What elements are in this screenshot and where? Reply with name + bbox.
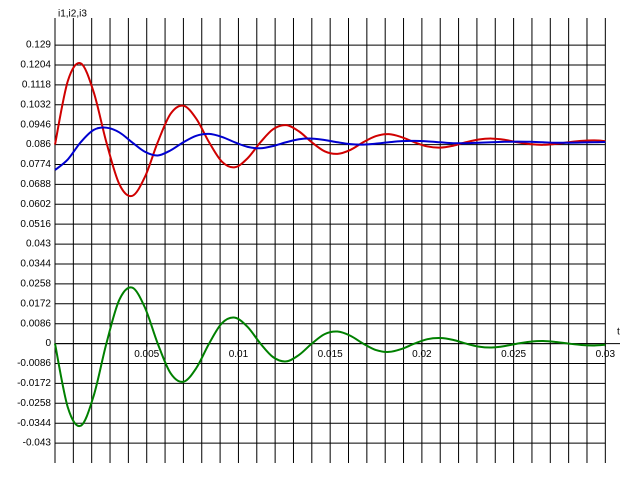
y-tick-label: 0.0172 (20, 298, 51, 309)
y-tick-label: 0.129 (26, 40, 51, 51)
x-tick-label: 0.01 (229, 349, 249, 360)
series-line (54, 126, 606, 171)
y-tick-label: 0.086 (26, 139, 51, 150)
y-tick-label: -0.0172 (17, 378, 51, 389)
y-tick-label: -0.0258 (17, 398, 51, 409)
y-tick-label: -0.043 (23, 438, 52, 449)
x-tick-label: 0.005 (134, 349, 159, 360)
y-tick-label: 0.0516 (20, 219, 51, 230)
y-tick-label: 0.0774 (20, 159, 51, 170)
x-tick-label: 0.025 (501, 349, 526, 360)
y-tick-label: 0.0946 (20, 119, 51, 130)
y-tick-label: 0.0344 (20, 259, 51, 270)
y-tick-label: 0.0602 (20, 199, 51, 210)
y-tick-label: 0.0258 (20, 279, 51, 290)
series-line (54, 286, 606, 428)
x-tick-label: 0.02 (412, 349, 432, 360)
x-axis-label: t (617, 327, 620, 338)
y-tick-label: -0.0344 (17, 418, 51, 429)
x-tick-label: 0.03 (596, 349, 616, 360)
y-tick-label: 0.1032 (20, 99, 51, 110)
y-tick-label: 0.1118 (22, 80, 52, 91)
y-tick-label: -0.0086 (17, 358, 51, 369)
y-tick-label: 0 (45, 338, 51, 349)
y-axis-label: i1,i2,i3 (58, 9, 87, 20)
x-tick-label: 0.015 (318, 349, 343, 360)
y-tick-label: 0.0688 (20, 179, 51, 190)
y-tick-label: 0.1204 (20, 60, 51, 71)
y-tick-label: 0.0086 (20, 318, 51, 329)
y-tick-label: 0.043 (26, 239, 51, 250)
